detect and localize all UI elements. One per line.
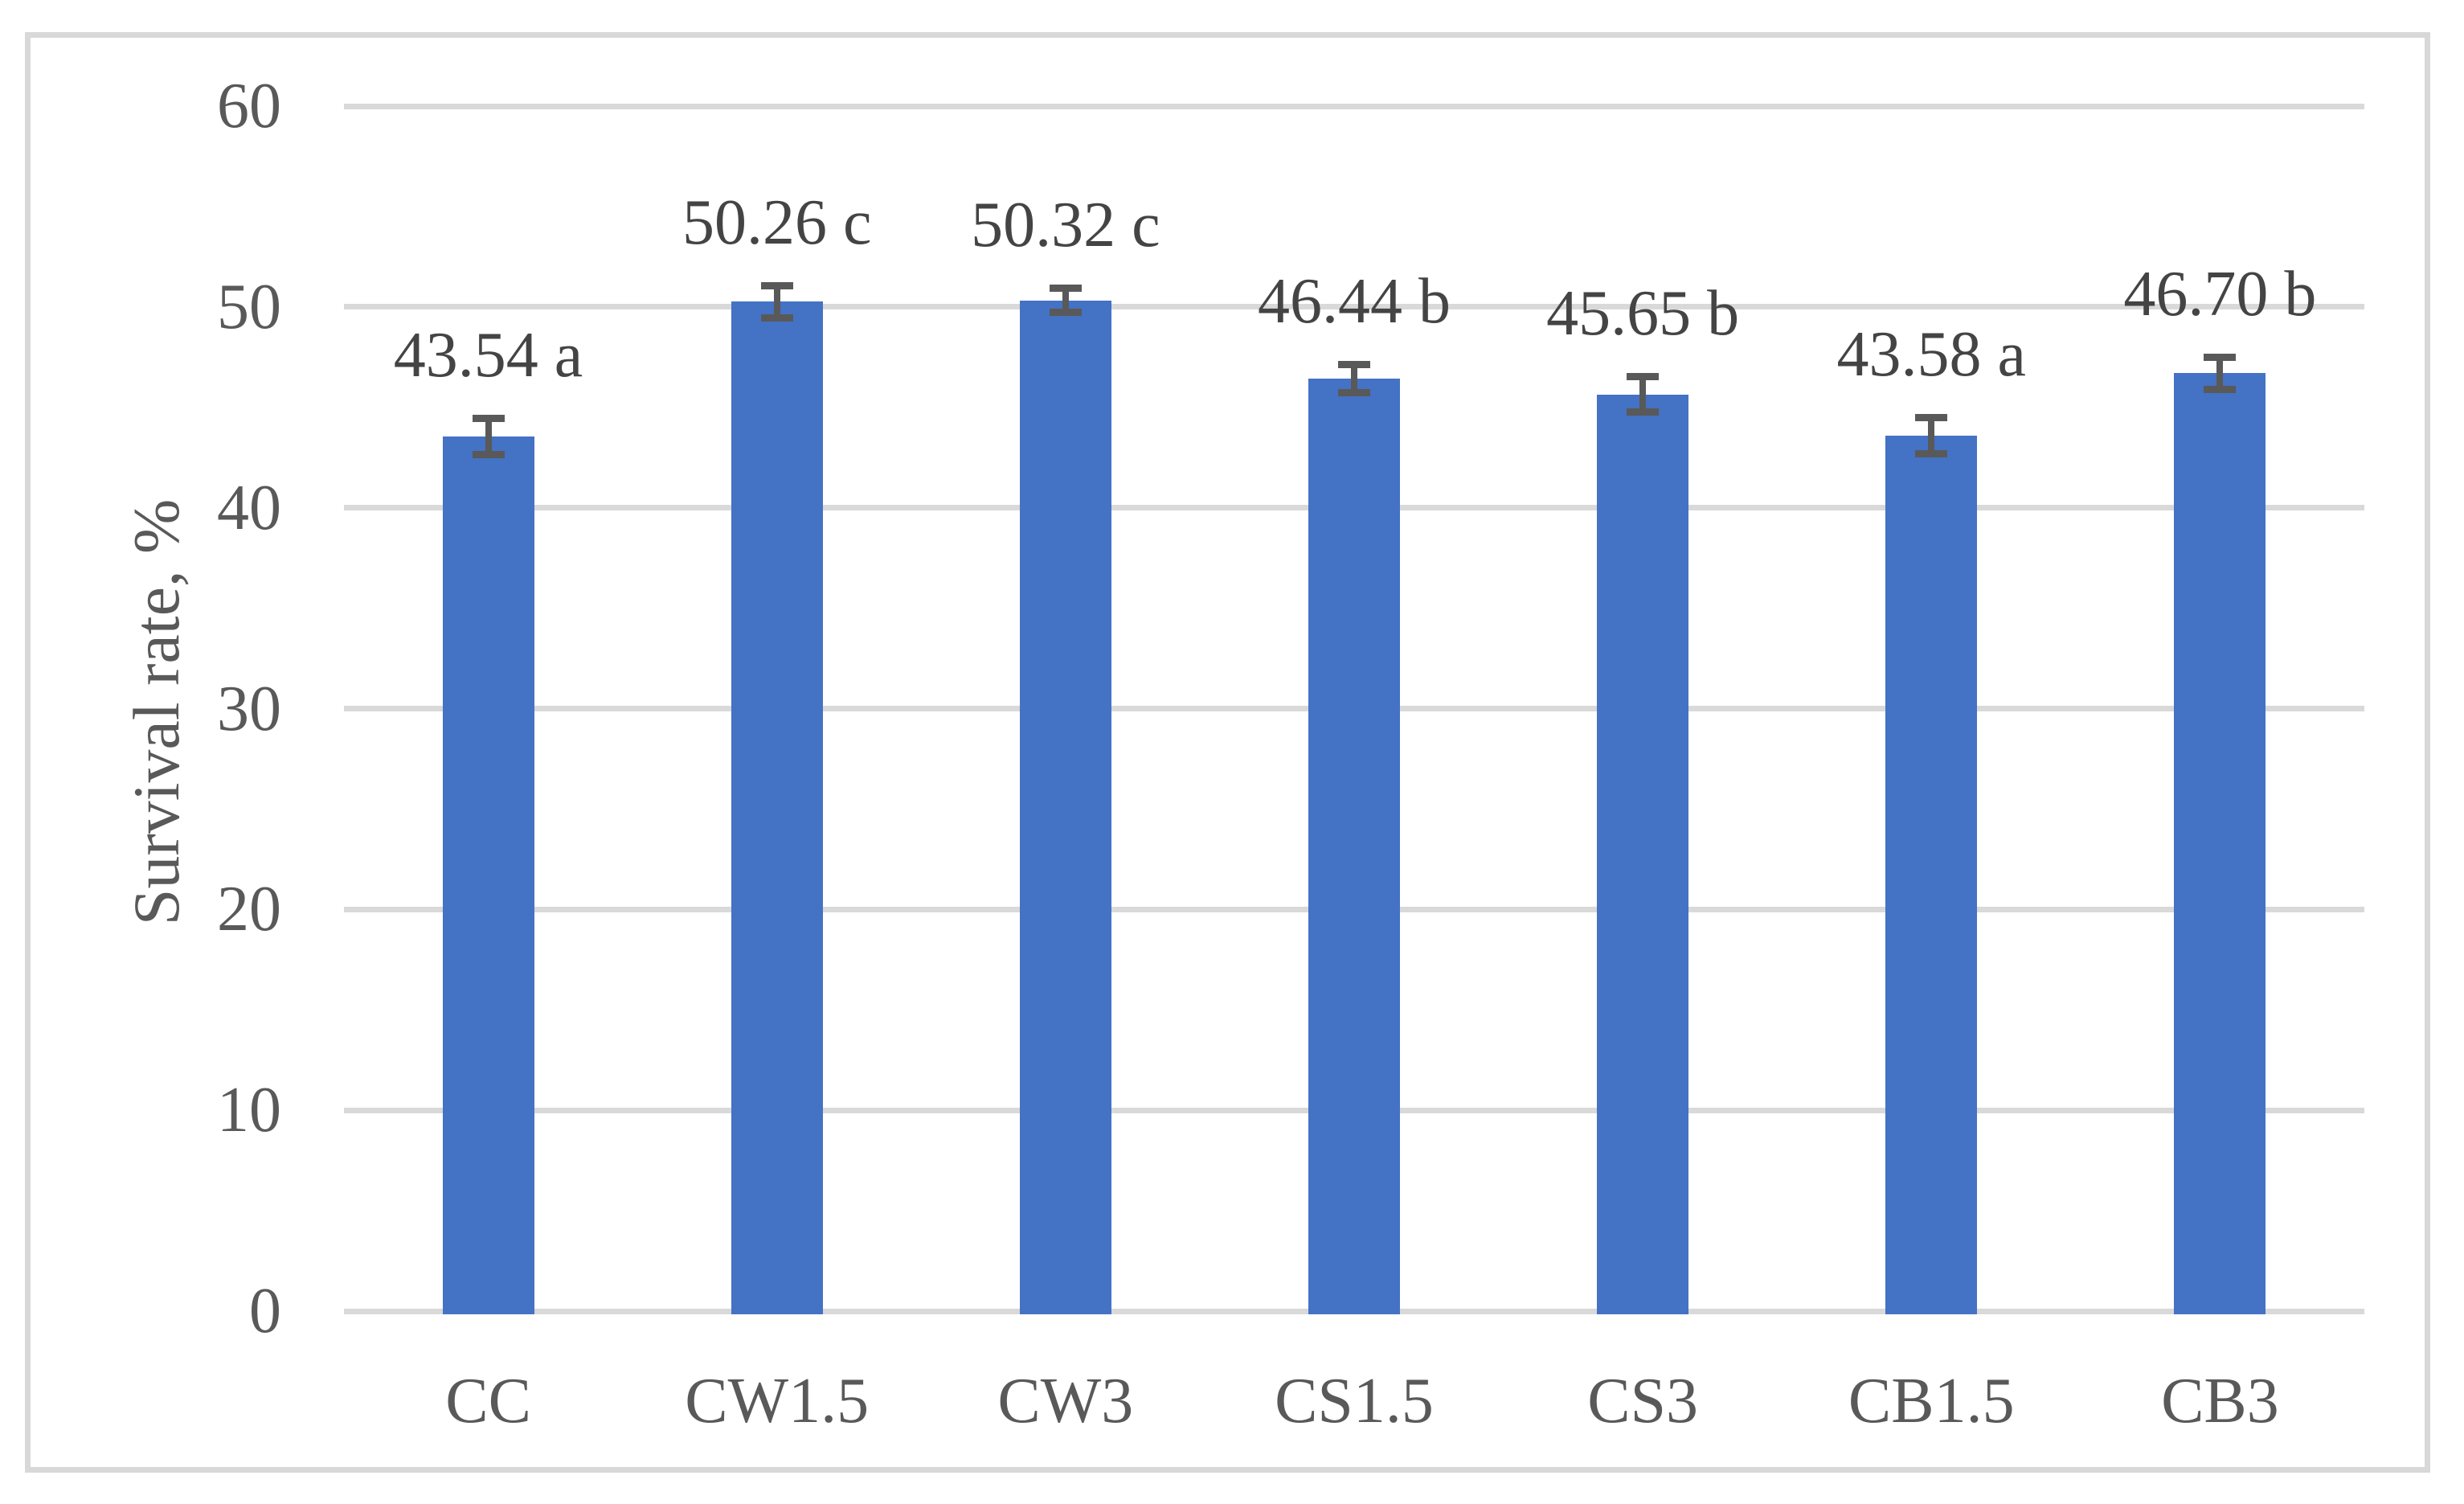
error-bar-cap-top: [472, 415, 505, 423]
bar: [1885, 436, 1978, 1314]
bar: [2174, 373, 2266, 1314]
bar: [731, 301, 823, 1314]
bar-value-label: 43.58 a: [1836, 319, 2027, 391]
x-tick-label: CB3: [2161, 1366, 2279, 1436]
error-bar-whisker: [773, 287, 780, 316]
x-tick-label: CC: [445, 1366, 531, 1436]
error-bar-cap-bottom: [2204, 385, 2237, 393]
bar-value-label: 50.26 c: [681, 186, 872, 258]
error-bar-whisker: [1062, 290, 1069, 311]
error-bar-cap-top: [1049, 285, 1082, 293]
error-bar-cap-bottom: [1338, 388, 1370, 396]
error-bar-cap-top: [1915, 414, 1948, 422]
error-bar-cap-top: [1338, 360, 1370, 368]
error-bar-whisker: [1928, 420, 1935, 453]
bar-value-label: 45.65 b: [1546, 277, 1740, 349]
x-tick-label: CS3: [1587, 1366, 1699, 1436]
y-tick-label: 0: [249, 1276, 281, 1346]
error-bar-cap-bottom: [1049, 309, 1082, 317]
error-bar-cap-top: [760, 281, 793, 289]
error-bar-cap-bottom: [1915, 450, 1948, 458]
bar-value-label: 46.44 b: [1258, 265, 1451, 337]
error-bar-cap-top: [1627, 372, 1660, 380]
bar-value-label: 43.54 a: [393, 320, 583, 391]
error-bar-cap-bottom: [472, 451, 505, 459]
x-tick-label: CW3: [997, 1366, 1134, 1436]
bar: [1308, 378, 1400, 1314]
error-bar-whisker: [1639, 378, 1647, 411]
bar-value-label: 50.32 c: [971, 190, 1160, 261]
y-tick-label: 20: [217, 874, 281, 945]
gridline: [344, 304, 2364, 310]
bar: [1019, 300, 1111, 1314]
chart-border: [25, 32, 2430, 1473]
bar-value-label: 46.70 b: [2123, 258, 2317, 330]
bar: [1597, 394, 1689, 1314]
bar: [442, 436, 534, 1314]
y-tick-label: 50: [217, 271, 281, 342]
error-bar-whisker: [1351, 366, 1357, 391]
gridline: [344, 103, 2364, 109]
x-tick-label: CS1.5: [1275, 1366, 1434, 1436]
x-tick-label: CW1.5: [685, 1366, 870, 1436]
error-bar-whisker: [2216, 359, 2224, 387]
error-bar-cap-top: [2204, 353, 2237, 361]
error-bar-whisker: [485, 420, 492, 453]
y-tick-label: 30: [217, 673, 281, 744]
y-tick-label: 10: [217, 1075, 281, 1146]
y-tick-label: 60: [217, 71, 281, 141]
x-tick-label: CB1.5: [1848, 1366, 2015, 1436]
y-tick-label: 40: [217, 472, 281, 543]
error-bar-cap-bottom: [1627, 408, 1660, 416]
error-bar-cap-bottom: [760, 314, 793, 322]
